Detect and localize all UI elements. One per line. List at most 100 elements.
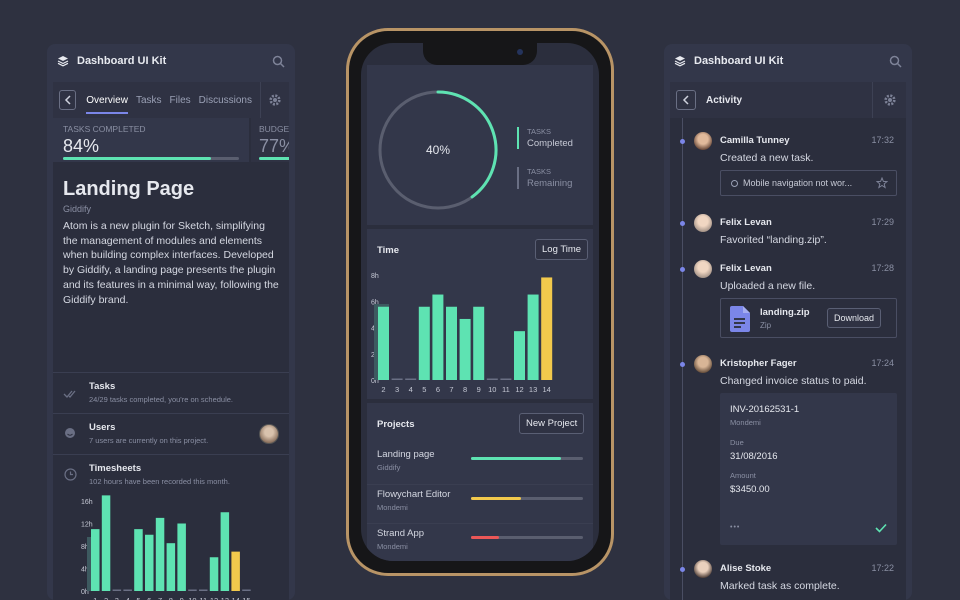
bar-empty: [199, 589, 208, 591]
x-tick-label: 12: [515, 385, 523, 394]
bar[interactable]: [446, 306, 457, 380]
activity-text: Uploaded a new file.: [720, 280, 816, 292]
more-options-icon[interactable]: •••: [730, 524, 741, 531]
bar[interactable]: [91, 529, 100, 591]
bar[interactable]: [541, 277, 553, 380]
bar[interactable]: [527, 294, 539, 380]
stat-budget: BUDGE 77%: [251, 118, 289, 162]
bar[interactable]: [101, 495, 111, 591]
file-type: Zip: [760, 321, 772, 330]
bar[interactable]: [134, 529, 143, 591]
activity-user[interactable]: Kristopher Fager: [720, 358, 797, 369]
tab-files[interactable]: Files: [169, 94, 191, 106]
avatar-felix[interactable]: [694, 214, 712, 232]
project-description: Atom is a new plugin for Sketch, simplif…: [63, 220, 279, 306]
search-icon[interactable]: [889, 55, 902, 68]
y-tick-label: 6h: [371, 299, 379, 306]
download-button[interactable]: Download: [827, 308, 882, 328]
x-tick-label: 4: [126, 596, 130, 600]
invoice-card[interactable]: INV-20162531-1 Mondemi Due 31/08/2016 Am…: [720, 393, 897, 545]
ring-card: 40% TASKS Completed TASKS Remaining: [367, 65, 593, 225]
invoice-company: Mondemi: [730, 418, 761, 427]
bar[interactable]: [231, 551, 240, 591]
bar[interactable]: [155, 517, 165, 591]
back-button[interactable]: [676, 90, 696, 110]
avatar-felix[interactable]: [694, 260, 712, 278]
invoice-due: 31/08/2016: [730, 451, 778, 462]
time-title: Time: [377, 245, 400, 256]
users-sub: 7 users are currently on this project.: [89, 436, 209, 445]
bar[interactable]: [166, 543, 176, 591]
bar[interactable]: [177, 523, 186, 592]
task-attachment[interactable]: Mobile navigation not wor...: [720, 170, 897, 196]
bar-empty: [405, 378, 417, 380]
user-avatar[interactable]: [259, 424, 279, 444]
bar-empty: [391, 378, 403, 380]
x-tick-label: 15: [242, 596, 250, 600]
timeline-dot: [680, 221, 685, 226]
x-tick-label: 11: [502, 385, 510, 394]
log-time-button[interactable]: Log Time: [535, 239, 589, 260]
y-tick-label: 4h: [81, 567, 89, 574]
phone-notch: [423, 43, 537, 65]
x-tick-label: 3: [115, 596, 119, 600]
legend-label: TASKS: [527, 127, 552, 136]
project-title: Landing Page: [63, 178, 195, 200]
timesheets-sub: 102 hours have been recorded this month.: [89, 477, 230, 486]
task-status-icon[interactable]: [731, 180, 738, 187]
activity-user[interactable]: Felix Levan: [720, 263, 772, 274]
bar[interactable]: [473, 306, 485, 380]
bar-empty: [486, 378, 498, 380]
project-row[interactable]: Landing page Giddify: [367, 445, 593, 481]
activity-text: Marked task as complete.: [720, 580, 840, 592]
settings-button[interactable]: [872, 82, 906, 118]
tab-tasks[interactable]: Tasks: [135, 94, 162, 106]
project-row[interactable]: Flowychart Editor Mondemi: [367, 484, 593, 520]
bar[interactable]: [378, 306, 389, 380]
bar[interactable]: [145, 534, 154, 591]
bar[interactable]: [459, 318, 471, 380]
project-progress-fill: [471, 457, 561, 460]
project-row[interactable]: Strand App Mondemi: [367, 523, 593, 559]
time-chart: 8h6h4h2h0h234567891011121314: [371, 273, 553, 394]
bar[interactable]: [432, 294, 444, 380]
stat-label: BUDGE: [259, 124, 289, 134]
search-icon[interactable]: [272, 55, 285, 68]
x-tick-label: 10: [188, 596, 196, 600]
star-icon[interactable]: [876, 177, 888, 189]
timeline-dot: [680, 567, 685, 572]
tab-overview[interactable]: Overview: [86, 85, 128, 116]
users-row[interactable]: Users 7 users are currently on this proj…: [53, 413, 289, 453]
phone-frame: 40% TASKS Completed TASKS Remaining Time…: [346, 28, 614, 576]
file-name[interactable]: landing.zip: [760, 307, 810, 318]
tasks-row[interactable]: Tasks 24/29 tasks completed, you're on s…: [53, 372, 289, 412]
activity-user[interactable]: Felix Levan: [720, 217, 772, 228]
right-header: Dashboard UI Kit: [664, 44, 912, 78]
avatar-camilla[interactable]: [694, 132, 712, 150]
x-tick-label: 6: [147, 596, 151, 600]
settings-button[interactable]: [260, 82, 289, 118]
activity-text: Favorited “landing.zip”.: [720, 234, 827, 246]
bar-empty: [188, 589, 197, 591]
bar[interactable]: [220, 512, 230, 591]
bar[interactable]: [418, 306, 430, 380]
x-tick-label: 9: [180, 596, 184, 600]
bar[interactable]: [514, 331, 525, 380]
x-tick-label: 8: [169, 596, 173, 600]
activity-content: Activity Camilla Tunney 17:32 Created a …: [670, 82, 906, 600]
avatar-kristopher[interactable]: [694, 355, 712, 373]
bar[interactable]: [209, 557, 219, 591]
stat-progress-fill: [63, 157, 211, 160]
tab-discussions[interactable]: Discussions: [198, 94, 252, 106]
stat-progress: [259, 157, 289, 160]
x-tick-label: 2: [104, 596, 108, 600]
legend-sub: Remaining: [527, 178, 573, 189]
new-project-button[interactable]: New Project: [519, 413, 585, 434]
stat-label: TASKS COMPLETED: [63, 124, 146, 134]
project-progress: [471, 457, 583, 460]
avatar-alise[interactable]: [694, 560, 712, 578]
back-button[interactable]: [59, 90, 77, 110]
activity-user[interactable]: Alise Stoke: [720, 563, 772, 574]
invoice-due-label: Due: [730, 438, 744, 447]
activity-user[interactable]: Camilla Tunney: [720, 135, 790, 146]
